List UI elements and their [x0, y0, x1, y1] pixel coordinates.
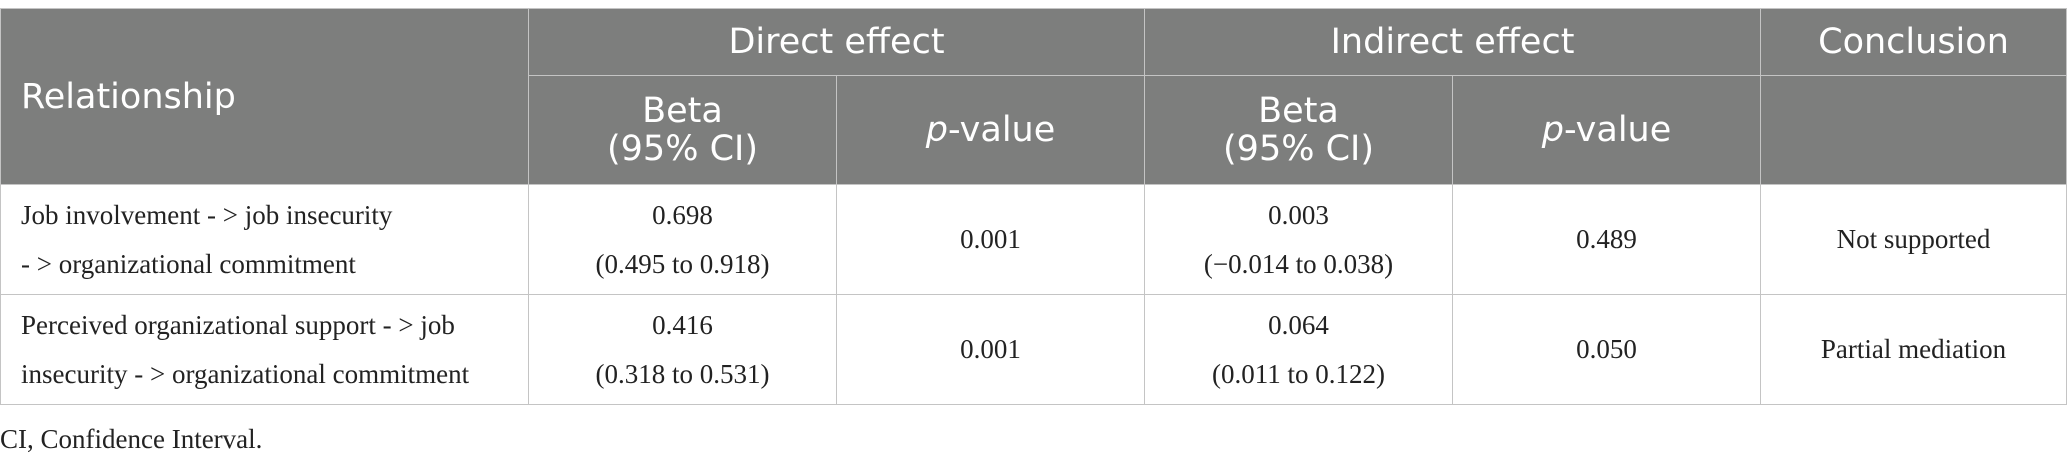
- direct-beta-value: 0.698: [652, 199, 713, 230]
- indirect-beta-value: 0.064: [1268, 309, 1329, 340]
- table-body: Job involvement - > job insecurity - > o…: [0, 184, 2068, 405]
- beta-label: Beta: [1258, 91, 1339, 131]
- table-footnote: CI, Confidence Interval.: [0, 424, 263, 454]
- relationship-line-2: insecurity - > organizational commitment: [21, 358, 470, 389]
- relationship-cell: Perceived organizational support - > job…: [0, 294, 529, 405]
- indirect-p-cell: 0.489: [1452, 184, 1762, 295]
- indirect-ci-value: (−0.014 to 0.038): [1203, 248, 1394, 279]
- relationship-line-1: Job involvement - > job insecurity: [21, 199, 393, 230]
- p-italic: p: [1541, 110, 1564, 150]
- header-indirect-beta: Beta (95% CI): [1144, 75, 1454, 185]
- relationship-cell: Job involvement - > job insecurity - > o…: [0, 184, 529, 295]
- header-direct-beta: Beta (95% CI): [528, 75, 837, 185]
- table-row: Job involvement - > job insecurity - > o…: [0, 184, 2068, 295]
- direct-p-cell: 0.001: [835, 294, 1146, 405]
- direct-ci-value: (0.495 to 0.918): [595, 248, 770, 279]
- direct-p-cell: 0.001: [835, 184, 1146, 295]
- header-row-2: Beta (95% CI) p-value Beta (95% CI) p-va…: [1, 75, 2068, 185]
- header-relationship: Relationship: [0, 8, 529, 185]
- indirect-p-cell: 0.050: [1452, 294, 1762, 405]
- relationship-line-2: - > organizational commitment: [21, 248, 356, 279]
- ci-label: (95% CI): [1223, 129, 1375, 169]
- indirect-beta-cell: 0.064 (0.011 to 0.122): [1144, 294, 1454, 405]
- header-conclusion-blank: [1760, 75, 2068, 185]
- header-direct-effect: Direct effect: [527, 8, 1146, 76]
- conclusion-cell: Not supported: [1760, 184, 2068, 295]
- direct-beta-cell: 0.416 (0.318 to 0.531): [528, 294, 837, 405]
- header-indirect-p-value: p-value: [1452, 75, 1762, 185]
- header-row-1: Relationship Direct effect Indirect effe…: [0, 8, 2068, 185]
- p-italic: p: [925, 110, 948, 150]
- indirect-beta-value: 0.003: [1268, 199, 1329, 230]
- direct-beta-value: 0.416: [652, 309, 713, 340]
- p-suffix: -value: [1563, 110, 1672, 150]
- mediation-results-table: Relationship Direct effect Indirect effe…: [0, 8, 2068, 405]
- relationship-line-1: Perceived organizational support - > job: [21, 309, 455, 340]
- header-direct-p-value: p-value: [835, 75, 1146, 185]
- conclusion-cell: Partial mediation: [1760, 294, 2068, 405]
- p-suffix: -value: [947, 110, 1056, 150]
- direct-ci-value: (0.318 to 0.531): [595, 358, 770, 389]
- beta-label: Beta: [642, 91, 723, 131]
- header-conclusion: Conclusion: [1760, 8, 2068, 76]
- table-header: Relationship Direct effect Indirect effe…: [0, 8, 2068, 185]
- table-row: Perceived organizational support - > job…: [0, 294, 2068, 405]
- ci-label: (95% CI): [607, 129, 758, 169]
- indirect-ci-value: (0.011 to 0.122): [1212, 358, 1385, 389]
- direct-beta-cell: 0.698 (0.495 to 0.918): [528, 184, 837, 295]
- indirect-beta-cell: 0.003 (−0.014 to 0.038): [1144, 184, 1454, 295]
- header-indirect-effect: Indirect effect: [1144, 8, 1762, 76]
